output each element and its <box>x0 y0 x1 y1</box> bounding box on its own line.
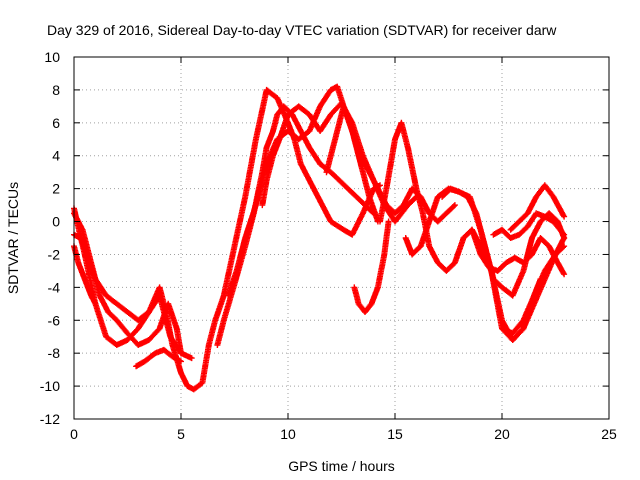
y-tick-label: -6 <box>48 312 61 328</box>
x-tick-label: 10 <box>280 426 296 442</box>
plot-frame <box>73 56 610 420</box>
y-tick-label: 2 <box>52 181 60 197</box>
data-point-markers <box>469 226 568 278</box>
data-point-markers <box>351 218 392 315</box>
series-track-10 <box>351 218 392 315</box>
data-point-markers <box>490 210 568 241</box>
y-tick-label: 4 <box>52 148 60 164</box>
data-point-markers <box>133 346 184 370</box>
x-tick-label: 0 <box>70 426 78 442</box>
series-track-15 <box>490 210 568 241</box>
x-tick-label: 25 <box>601 426 617 442</box>
y-tick-label: -10 <box>40 378 60 394</box>
series-track-13 <box>439 185 568 299</box>
y-tick-label: 8 <box>52 82 60 98</box>
y-tick-label: 0 <box>52 214 60 230</box>
x-tick-label: 15 <box>387 426 403 442</box>
y-tick-label: -12 <box>40 411 60 427</box>
chart-title: Day 329 of 2016, Sidereal Day-to-day VTE… <box>47 22 557 38</box>
series-track-5 <box>133 346 184 370</box>
y-tick-label: -8 <box>48 345 61 361</box>
x-tick-label: 20 <box>494 426 510 442</box>
y-tick-label: 10 <box>44 49 60 65</box>
series-track-14 <box>469 226 568 278</box>
series-track-16 <box>507 182 568 233</box>
y-axis-label: SDTVAR / TECUs <box>5 182 21 294</box>
x-axis-label: GPS time / hours <box>288 458 395 474</box>
axis-ticks: 0 5 10 15 20 25 -12 -10 -8 -6 -4 -2 0 2 4 6 8 10 <box>40 49 617 442</box>
y-tick-label: 6 <box>52 115 60 131</box>
data-point-markers <box>507 182 568 233</box>
data-point-markers <box>499 276 544 337</box>
data-point-markers <box>439 185 568 299</box>
series-track-17 <box>499 276 544 337</box>
data-series <box>71 83 568 393</box>
y-tick-label: -4 <box>48 279 61 295</box>
y-tick-label: -2 <box>48 246 61 262</box>
x-tick-label: 5 <box>177 426 185 442</box>
